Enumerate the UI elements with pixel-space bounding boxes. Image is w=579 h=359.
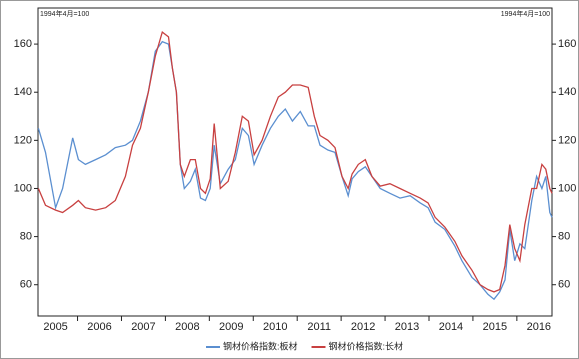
series-line	[37, 40, 553, 301]
y-tick-label: 100	[14, 182, 32, 194]
y-tick-label: 140	[14, 86, 32, 98]
y2-tick-label: 80	[558, 231, 570, 243]
x-tick-label: 2014	[439, 321, 463, 333]
x-tick-label: 2005	[43, 321, 67, 333]
x-tick-label: 2008	[175, 321, 199, 333]
x-tick-label: 2007	[131, 321, 155, 333]
x-tick-label: 2006	[87, 321, 111, 333]
y-tick-label: 80	[20, 231, 32, 243]
y-tick-label: 120	[14, 134, 32, 146]
x-tick-label: 2013	[395, 321, 419, 333]
left-axis-note: 1994年4月=100	[40, 9, 89, 18]
x-tick-label: 2016	[527, 321, 551, 333]
x-tick-label: 2015	[483, 321, 507, 333]
right-axis-note: 1994年4月=100	[501, 9, 550, 18]
y2-tick-label: 160	[558, 38, 576, 50]
legend-label: 钢材价格指数:长材	[329, 340, 404, 351]
series-line	[37, 31, 553, 293]
plot-area	[37, 7, 553, 317]
y2-tick-label: 60	[558, 279, 570, 291]
y2-tick-label: 120	[558, 134, 576, 146]
legend-label: 钢材价格指数:板材	[223, 340, 298, 351]
x-tick-label: 2010	[263, 321, 287, 333]
y2-tick-label: 140	[558, 86, 576, 98]
y-tick-label: 160	[14, 38, 32, 50]
x-tick-label: 2009	[219, 321, 243, 333]
y-tick-label: 60	[20, 279, 32, 291]
x-tick-label: 2012	[351, 321, 375, 333]
y2-tick-label: 100	[558, 182, 576, 194]
x-tick-label: 2011	[307, 321, 331, 333]
